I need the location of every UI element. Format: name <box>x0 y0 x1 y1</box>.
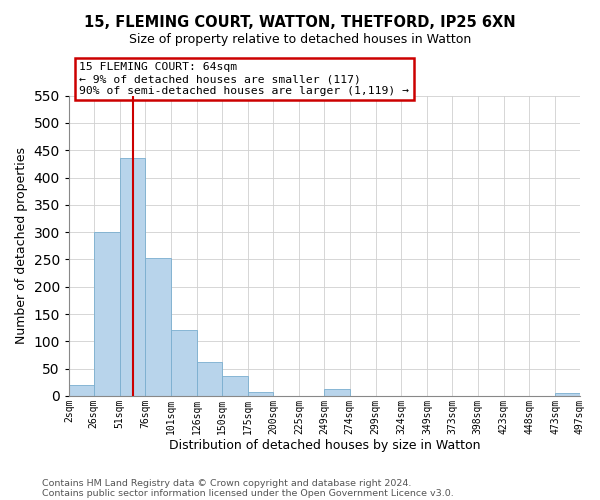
Bar <box>171 330 197 396</box>
Text: Contains HM Land Registry data © Crown copyright and database right 2024.: Contains HM Land Registry data © Crown c… <box>42 478 412 488</box>
Bar <box>145 258 171 396</box>
Text: 15, FLEMING COURT, WATTON, THETFORD, IP25 6XN: 15, FLEMING COURT, WATTON, THETFORD, IP2… <box>84 15 516 30</box>
X-axis label: Distribution of detached houses by size in Watton: Distribution of detached houses by size … <box>169 440 480 452</box>
Bar <box>197 362 222 396</box>
Bar <box>324 390 350 396</box>
Bar <box>248 392 274 396</box>
Bar <box>94 232 119 396</box>
Text: Size of property relative to detached houses in Watton: Size of property relative to detached ho… <box>129 32 471 46</box>
Bar <box>555 393 580 396</box>
Text: Contains public sector information licensed under the Open Government Licence v3: Contains public sector information licen… <box>42 488 454 498</box>
Y-axis label: Number of detached properties: Number of detached properties <box>15 148 28 344</box>
Bar <box>119 158 145 396</box>
Bar <box>69 385 94 396</box>
Bar <box>222 376 248 396</box>
Text: 15 FLEMING COURT: 64sqm
← 9% of detached houses are smaller (117)
90% of semi-de: 15 FLEMING COURT: 64sqm ← 9% of detached… <box>79 62 409 96</box>
